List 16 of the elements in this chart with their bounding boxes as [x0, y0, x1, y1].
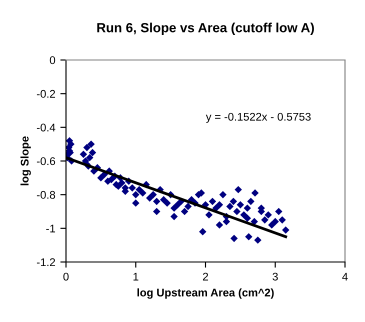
y-tick-label: 0: [50, 56, 56, 64]
x-tick-label: 1: [134, 272, 138, 280]
annotation: y = -0.1522x - 0.5753: [206, 112, 311, 123]
x-tick-label: 4: [342, 272, 348, 280]
y-tick-label: -1.2: [36, 258, 56, 266]
y-tick-label: -0.4: [36, 124, 56, 132]
y-tick-label: -0.6: [36, 157, 56, 166]
y-axis-title: log Slope: [20, 136, 31, 186]
chart-title: Run 6, Slope vs Area (cutoff low A): [97, 22, 314, 35]
x-axis-title: log Upstream Area (cm^2): [137, 288, 274, 299]
y-tick-label: -0.8: [36, 190, 56, 199]
x-tick-label: 2: [202, 272, 208, 280]
x-tick-label: 3: [272, 272, 278, 281]
y-tick-label: -0.2: [36, 90, 56, 98]
y-tick-label: -1: [46, 224, 56, 232]
x-tick-label: 0: [63, 272, 69, 281]
